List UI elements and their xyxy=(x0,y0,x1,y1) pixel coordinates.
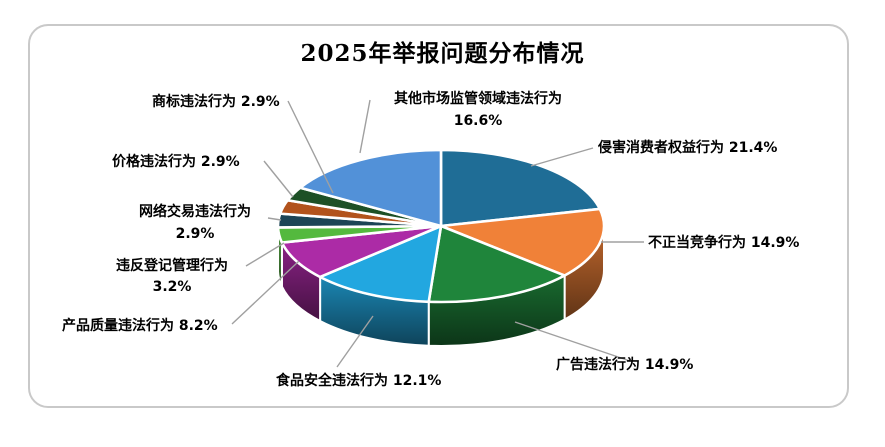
pie-slice xyxy=(439,148,602,228)
pie-slice xyxy=(427,224,566,304)
slice-label: 商标违法行为 2.9% xyxy=(152,93,280,110)
leader-line xyxy=(287,100,334,194)
leader-line xyxy=(267,217,282,221)
leader-line xyxy=(514,321,631,362)
leader-line xyxy=(245,242,285,267)
leader-line xyxy=(231,260,300,325)
leader-line xyxy=(263,160,294,198)
chart-title: 2025年举报问题分布情况 xyxy=(300,40,585,67)
slice-label: 违反登记管理行为 3.2% xyxy=(116,257,228,295)
slice-label: 产品质量违法行为 8.2% xyxy=(62,317,218,334)
slice-label: 其他市场监管领域违法行为 16.6% xyxy=(394,90,562,129)
leader-line xyxy=(359,99,371,154)
pie-slice xyxy=(439,207,606,277)
slice-label: 侵害消费者权益行为 21.4% xyxy=(597,139,777,156)
slice-label: 网络交易违法行为 2.9% xyxy=(139,203,251,242)
pie-slice xyxy=(318,224,443,304)
pie-slice xyxy=(298,148,443,228)
leader-line xyxy=(336,315,374,368)
slice-label: 不正当竞争行为 14.9% xyxy=(648,234,799,251)
slice-label: 广告违法行为 14.9% xyxy=(556,356,693,373)
slice-label: 食品安全违法行为 12.1% xyxy=(276,372,441,389)
leader-line xyxy=(530,147,594,167)
slice-label: 价格违法行为 2.9% xyxy=(112,153,240,170)
